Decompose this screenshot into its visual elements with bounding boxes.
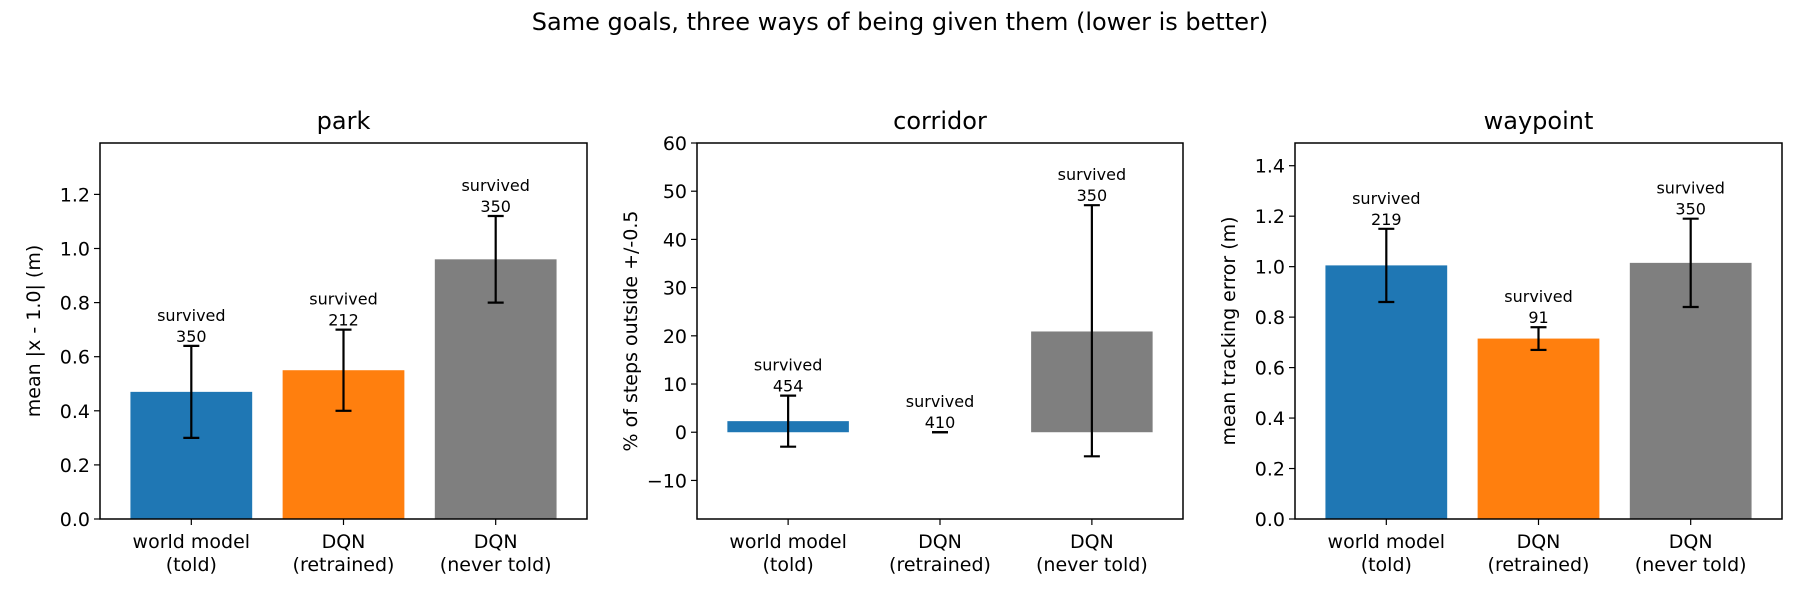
y-tick-label: 1.4 [1255, 156, 1285, 178]
x-tick-label: DQN [322, 531, 366, 553]
data-label: 91 [1528, 308, 1548, 327]
panel-title: waypoint [1484, 107, 1594, 135]
x-tick-label: world model [133, 531, 251, 553]
data-label: survived [1352, 189, 1420, 208]
panel-waypoint: waypoint survived 219 survived 91 survived 350… [1218, 107, 1783, 576]
data-label: 219 [1371, 210, 1402, 229]
y-tick-label: 0.0 [60, 509, 90, 531]
x-tick-label: world model [729, 531, 847, 553]
y-axis-label: mean |x - 1.0| (m) [23, 245, 45, 418]
y-tick-label: 0 [675, 422, 687, 444]
y-tick-label: 0.2 [60, 455, 90, 477]
x-tick-label: (told) [166, 554, 217, 576]
y-tick-label: 20 [663, 326, 687, 348]
data-label: 350 [1675, 200, 1706, 219]
bar [1325, 265, 1448, 519]
data-label: survived [754, 356, 822, 375]
bar [1477, 338, 1600, 519]
y-tick-label: 60 [663, 133, 687, 155]
x-tick-label: (retrained) [889, 554, 991, 576]
y-tick-label: 0.6 [60, 347, 90, 369]
x-tick-label: (told) [763, 554, 814, 576]
panel-corridor: corridor survived 454 survived 410 survived 35… [620, 107, 1184, 576]
data-label: 350 [176, 327, 207, 346]
y-tick-label: 0.2 [1255, 459, 1285, 481]
y-tick-label: 10 [663, 374, 687, 396]
data-label: survived [1504, 287, 1572, 306]
x-tick-label: (never told) [440, 554, 552, 576]
data-label: survived [309, 290, 377, 309]
data-label: 350 [1077, 186, 1108, 205]
y-tick-label: 50 [663, 181, 687, 203]
panel-title: corridor [893, 107, 987, 135]
data-label: 410 [925, 413, 956, 432]
x-tick-label: (retrained) [1488, 554, 1590, 576]
y-axis-label: % of steps outside +/-0.5 [620, 211, 642, 452]
data-label: survived [906, 392, 974, 411]
axes-frame [696, 142, 1184, 520]
y-tick-label: 1.0 [60, 238, 90, 260]
x-tick-label: DQN [1070, 531, 1114, 553]
y-tick-label: 0.8 [60, 293, 90, 315]
data-label: 350 [480, 197, 511, 216]
y-tick-label: 0.0 [1255, 509, 1285, 531]
x-tick-label: DQN [474, 531, 518, 553]
data-label: 212 [328, 311, 359, 330]
y-tick-label: 1.0 [1255, 257, 1285, 279]
y-tick-label: 0.4 [1255, 408, 1285, 430]
x-tick-label: (never told) [1635, 554, 1747, 576]
y-tick-label: 30 [663, 278, 687, 300]
figure-suptitle: Same goals, three ways of being given th… [532, 8, 1268, 36]
panel-park: park survived 350 survived 212 survived 350 0.0… [23, 107, 588, 576]
data-label: survived [461, 176, 529, 195]
y-tick-label: 1.2 [1255, 206, 1285, 228]
panel-title: park [317, 107, 371, 135]
y-tick-label: 0.4 [60, 401, 90, 423]
y-axis-label: mean tracking error (m) [1218, 216, 1240, 445]
x-tick-label: (told) [1361, 554, 1412, 576]
data-label: survived [1656, 179, 1724, 198]
y-tick-label: 0.8 [1255, 307, 1285, 329]
y-tick-label: 40 [663, 229, 687, 251]
y-tick-label: −10 [647, 470, 687, 492]
data-label: survived [1058, 165, 1126, 184]
y-tick-label: 0.6 [1255, 358, 1285, 380]
x-tick-label: world model [1328, 531, 1446, 553]
y-tick-label: 1.2 [60, 184, 90, 206]
x-tick-label: DQN [1669, 531, 1713, 553]
data-label: 454 [773, 377, 804, 396]
x-tick-label: DQN [918, 531, 962, 553]
x-tick-label: (retrained) [293, 554, 395, 576]
x-tick-label: DQN [1517, 531, 1561, 553]
x-tick-label: (never told) [1036, 554, 1148, 576]
data-label: survived [157, 306, 225, 325]
